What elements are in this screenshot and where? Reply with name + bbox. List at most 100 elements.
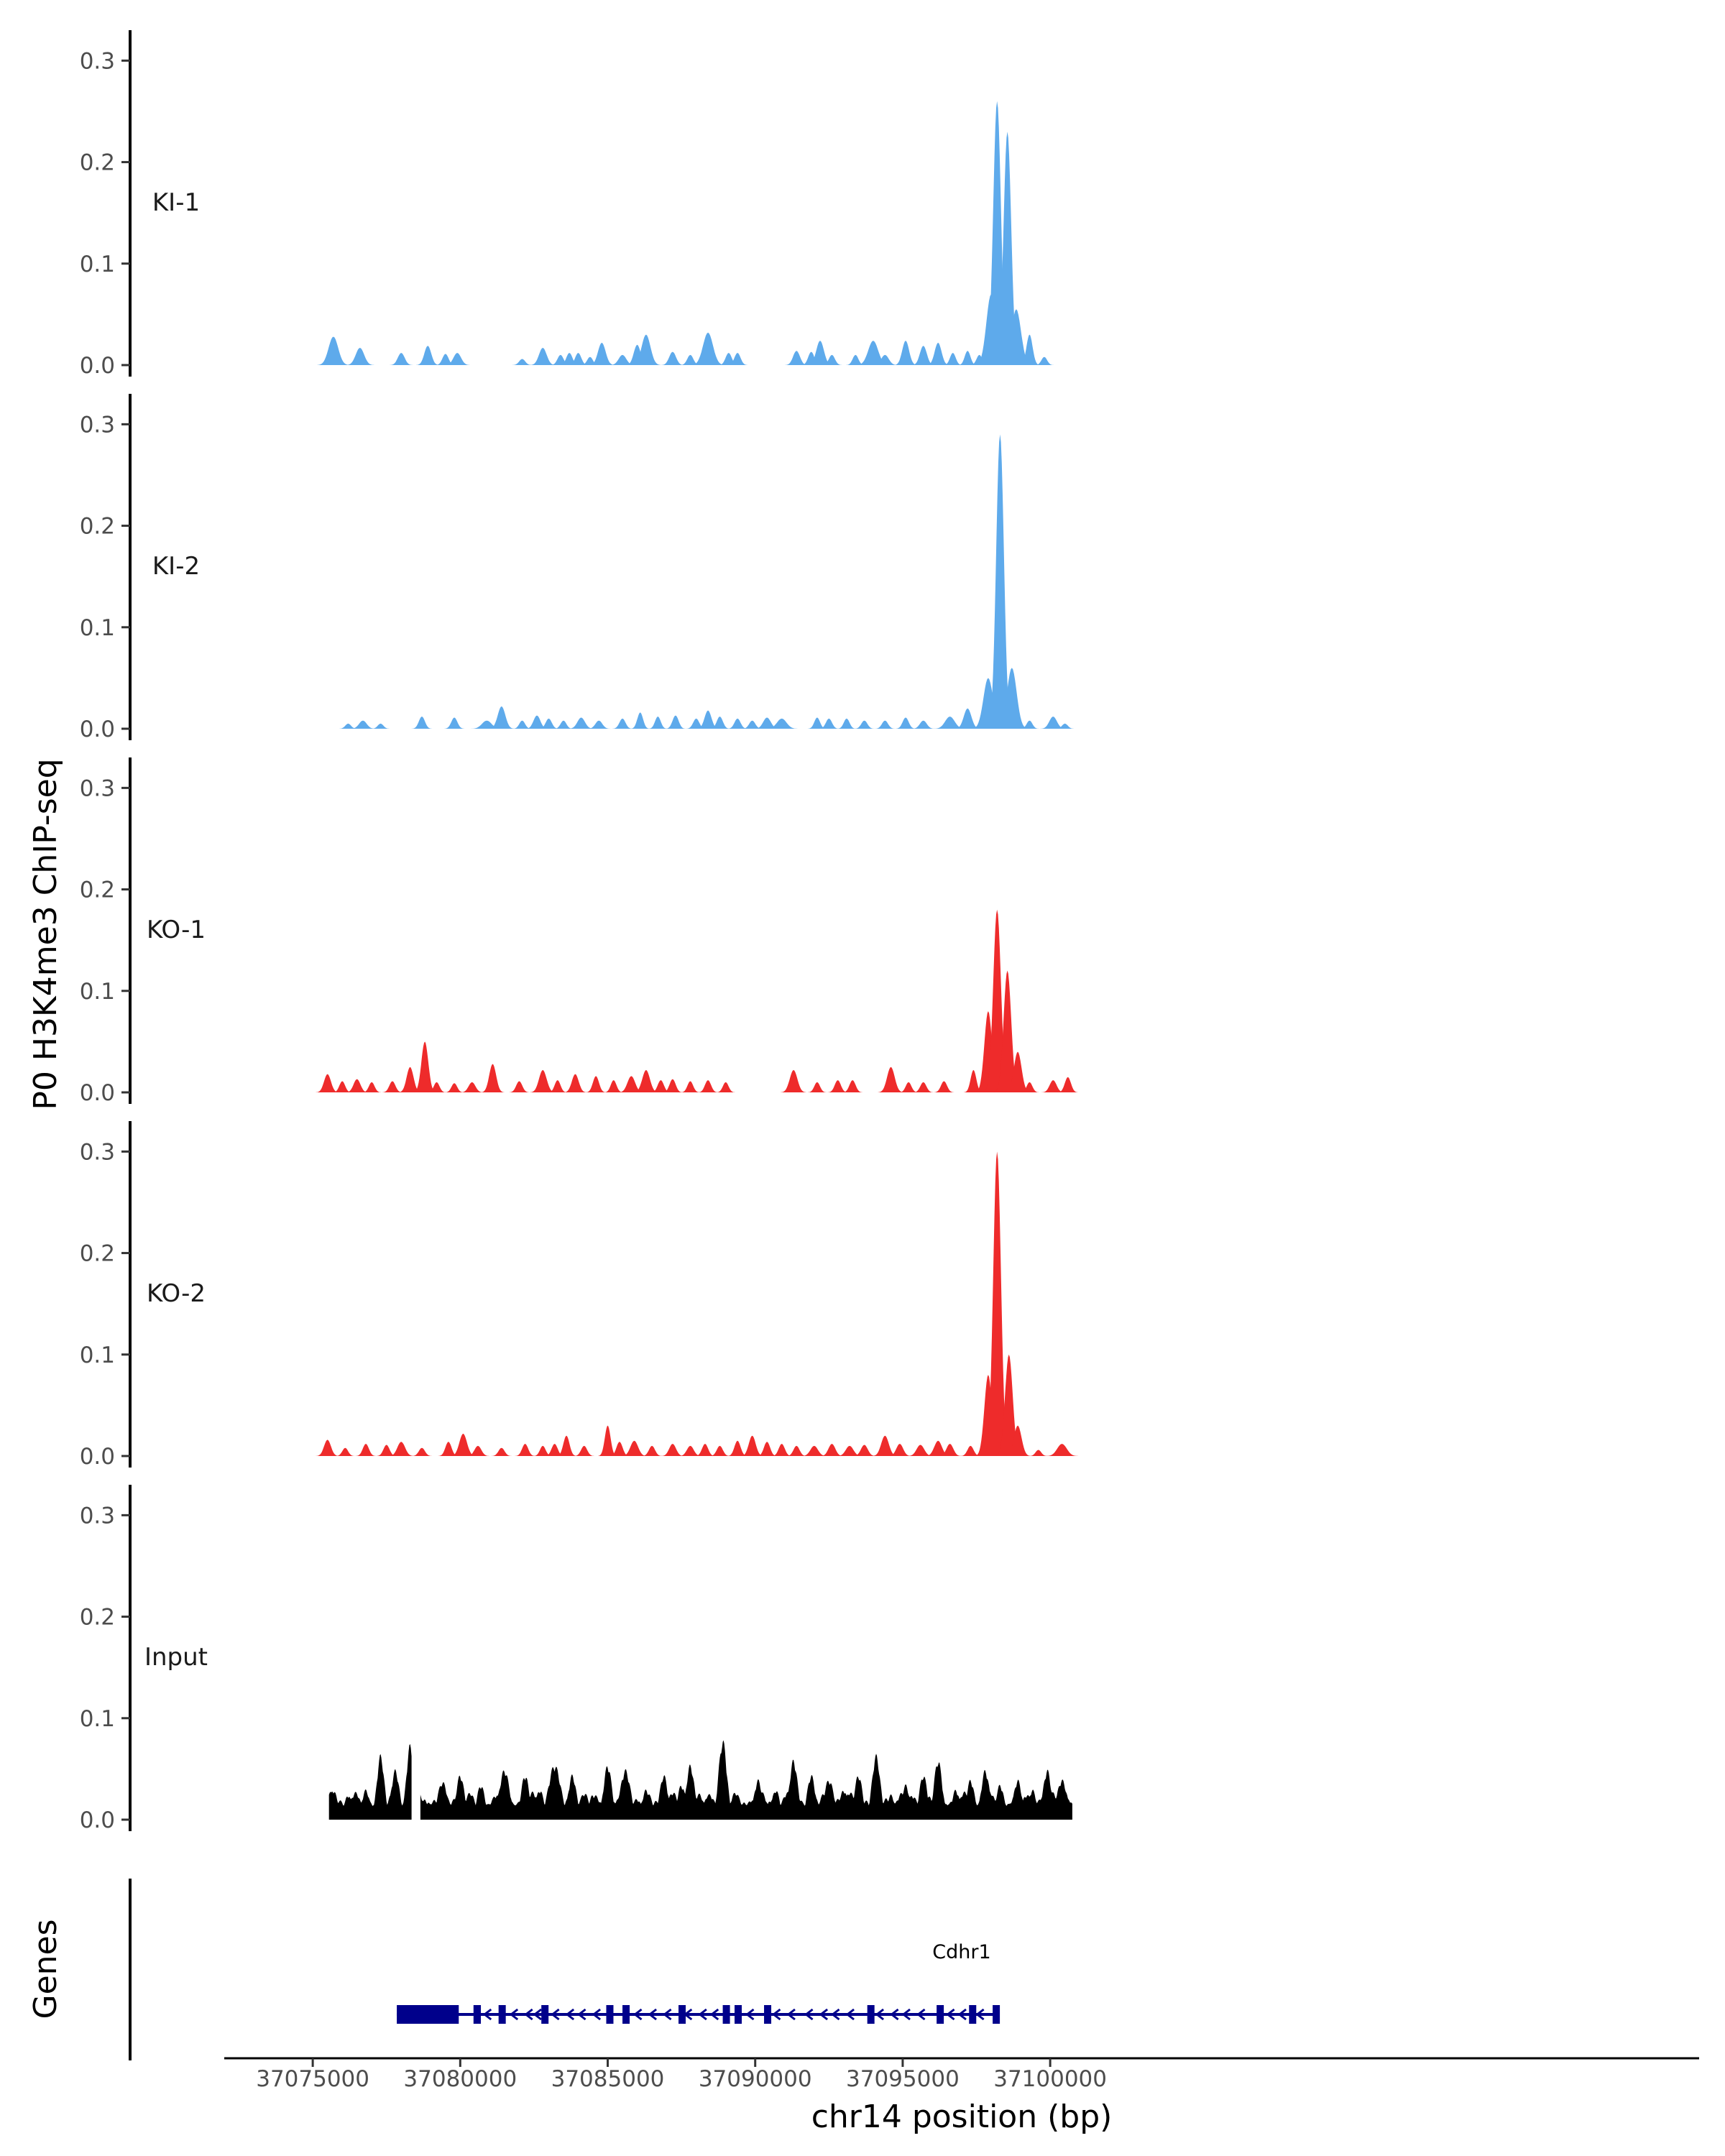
- signal-peak: [878, 1067, 904, 1092]
- signal-peak: [852, 1445, 876, 1456]
- signal-peak: [727, 1440, 748, 1456]
- signal-peak: [481, 1064, 505, 1092]
- signal-peak: [827, 1080, 849, 1092]
- y-tick-label: 0.1: [80, 252, 115, 277]
- gene-exon: [722, 2005, 730, 2024]
- signal-peak: [631, 334, 661, 365]
- strand-arrow: [916, 2008, 926, 2021]
- signal-peak: [598, 1425, 618, 1456]
- signal-peak: [987, 434, 1013, 729]
- signal-peak: [530, 1069, 556, 1092]
- signal-peak: [411, 1447, 433, 1456]
- gene-exon: [734, 2005, 742, 2024]
- signal-peak: [781, 1069, 807, 1092]
- signal-peak: [1055, 723, 1075, 729]
- signal-peak: [874, 720, 896, 729]
- signal-peak: [893, 341, 918, 365]
- signal-peak: [995, 1354, 1022, 1456]
- track-label-ko-2: KO-2: [147, 1279, 206, 1308]
- y-tick-label: 0.0: [80, 1444, 115, 1470]
- x-axis-title: chr14 position (bp): [811, 2099, 1113, 2135]
- signal-peak: [925, 1440, 952, 1456]
- signal-peak: [898, 1082, 919, 1092]
- signal-peak: [1029, 1450, 1049, 1456]
- signal-peak: [765, 718, 799, 729]
- y-tick-label: 0.0: [80, 1080, 115, 1106]
- track-label-input: Input: [144, 1643, 208, 1672]
- signal-peak: [1046, 1444, 1079, 1456]
- strand-arrow: [745, 2008, 755, 2021]
- signal-peak: [943, 353, 963, 365]
- signal-peak: [934, 717, 967, 729]
- signal-peak: [709, 717, 730, 729]
- strand-arrow: [533, 2008, 542, 2021]
- signal-peak: [975, 1375, 1001, 1456]
- signal-peak: [574, 1445, 595, 1456]
- signal-peak: [650, 1080, 671, 1092]
- signal-peak: [632, 1069, 659, 1092]
- strand-arrow: [709, 2008, 719, 2021]
- strand-arrow: [804, 2008, 814, 2021]
- signal-peak: [822, 354, 842, 365]
- signal-peak: [807, 341, 834, 365]
- gene-exon: [969, 2005, 977, 2024]
- signal-peak: [564, 1074, 587, 1092]
- track-label-ki-2: KI-2: [152, 552, 200, 581]
- y-tick-label: 0.0: [80, 1807, 115, 1833]
- signal-peak: [413, 1041, 437, 1092]
- signal-peak: [544, 1444, 566, 1456]
- y-tick-label: 0.2: [80, 1241, 115, 1267]
- signal-peak: [665, 715, 686, 729]
- gene-exon: [867, 2005, 875, 2024]
- signal-peak: [585, 1076, 607, 1092]
- strand-arrow: [957, 2008, 967, 2021]
- signal-peak: [845, 354, 865, 365]
- signal-peak: [727, 718, 748, 729]
- strand-arrow: [633, 2008, 643, 2021]
- y-tick-label: 0.1: [80, 979, 115, 1005]
- gene-track-panel: Genes Cdhr1: [27, 1879, 1000, 2060]
- signal-peak: [680, 1081, 700, 1092]
- signal-peak: [837, 718, 857, 729]
- signal-peak: [538, 718, 559, 729]
- x-tick-label: 37100000: [993, 2066, 1107, 2092]
- strand-arrow: [663, 2008, 672, 2021]
- y-tick-label: 0.1: [80, 1706, 115, 1732]
- y-tick-label: 0.1: [80, 615, 115, 641]
- signal-peak: [984, 909, 1011, 1092]
- y-tick-label: 0.2: [80, 1605, 115, 1631]
- signal-peak: [1041, 1080, 1065, 1092]
- signal-peak: [648, 717, 668, 729]
- x-tick-label: 37085000: [551, 2066, 665, 2092]
- signal-peak: [984, 1151, 1011, 1456]
- signal-peak: [512, 359, 533, 365]
- signal-peak: [1057, 1077, 1079, 1092]
- signal-peak: [972, 678, 1005, 729]
- signal-peak: [345, 1079, 369, 1092]
- signal-peak: [818, 718, 840, 729]
- signal-peak: [362, 1082, 382, 1092]
- y-axis-title: P0 H3K4me3 ChIP-seq: [27, 758, 64, 1110]
- y-tick-label: 0.3: [80, 775, 115, 801]
- signal-peak: [970, 354, 990, 365]
- strand-arrow: [845, 2008, 855, 2021]
- signal-peak: [388, 1442, 415, 1456]
- signal-peak: [460, 1082, 484, 1092]
- y-tick-label: 0.0: [80, 717, 115, 742]
- y-tick-label: 0.3: [80, 1503, 115, 1529]
- signal-peak: [837, 1445, 863, 1456]
- signal-area-input-segment: [420, 1740, 1072, 1820]
- gene-exon: [993, 2005, 1000, 2024]
- signal-peak: [509, 1081, 530, 1092]
- signal-peak: [754, 717, 781, 729]
- signal-peak: [1004, 1425, 1031, 1456]
- strand-arrow: [592, 2008, 602, 2021]
- signal-peak: [913, 1082, 934, 1092]
- signal-peak: [641, 1445, 663, 1456]
- signal-peak: [697, 1080, 719, 1092]
- signal-peak: [349, 720, 376, 729]
- signal-peak: [686, 718, 707, 729]
- signal-peak: [926, 342, 950, 365]
- signal-peak: [895, 717, 916, 729]
- gene-exon: [678, 2005, 686, 2024]
